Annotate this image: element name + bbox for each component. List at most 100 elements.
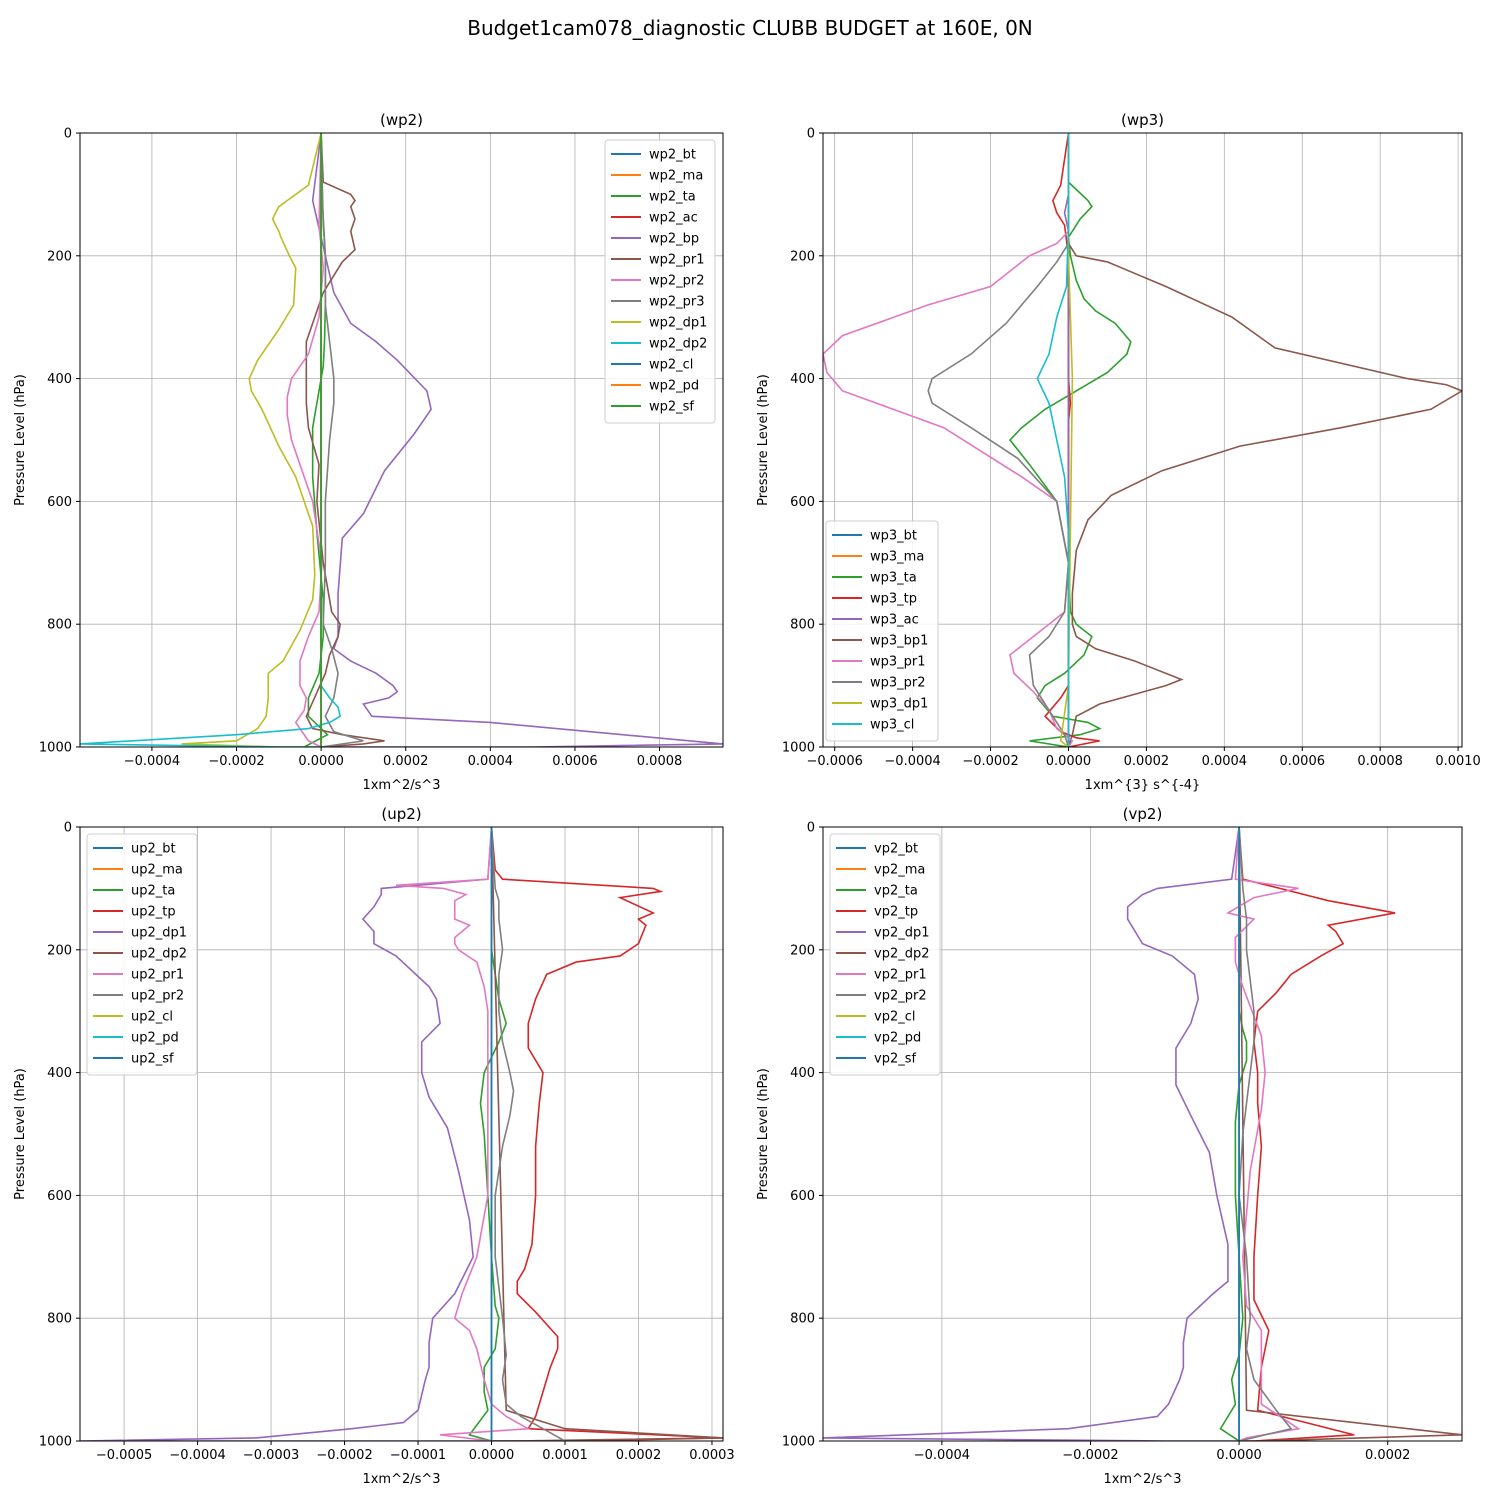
legend-label-wp3_ac: wp3_ac [870,613,919,628]
series-line-vp2_ta [1219,827,1248,1441]
x-tick-label: −0.0002 [208,754,264,769]
x-axis-label: 1xm^2/s^3 [1103,1472,1181,1487]
y-tick-label: 800 [790,1312,815,1327]
legend-label-wp2_ta: wp2_ta [649,190,696,205]
legend-label-vp2_tp: vp2_tp [874,905,918,920]
series-line-up2_dp1 [80,827,493,1441]
x-tick-label: −0.0004 [124,754,180,769]
legend-label-up2_bt: up2_bt [131,842,176,857]
legend-label-up2_pd: up2_pd [131,1031,179,1046]
legend-label-wp3_tp: wp3_tp [870,592,917,607]
legend-box [829,833,941,1076]
y-tick-label: 200 [790,249,815,264]
legend: up2_bt up2_ma up2_ta up2_tp up2_dp1 up2_dp2up… [86,833,198,1076]
legend-label-wp2_ac: wp2_ac [649,211,698,226]
axes-frame [79,132,724,748]
legend-label-wp3_ma: wp3_ma [870,550,924,565]
legend-label-vp2_pr1: vp2_pr1 [874,968,927,983]
x-tick-label: 0.0002 [1365,1448,1411,1463]
legend-label-vp2_cl: vp2_cl [874,1010,915,1025]
x-tick-label: −0.0002 [316,1448,372,1463]
series-group [823,133,1462,747]
x-tick-label: 0.0003 [689,1448,735,1463]
y-axis-label: Pressure Level (hPa) [756,374,771,506]
series-line-wp2_pr1 [305,133,385,747]
chart-title: (vp2) [1123,805,1163,823]
series-group [823,827,1462,1441]
legend-label-vp2_dp1: vp2_dp1 [874,926,930,941]
legend-label-up2_dp2: up2_dp2 [131,947,187,962]
legend-label-vp2_pd: vp2_pd [874,1031,921,1046]
legend-label-wp2_bp: wp2_bp [649,232,699,247]
series-line-wp3_ta [1008,133,1132,747]
series-line-wp2_bp [311,133,723,747]
legend-label-wp2_bt: wp2_bt [649,148,696,163]
x-tick-label: −0.0004 [914,1448,970,1463]
series-line-vp2_pr2 [1238,827,1293,1441]
legend-label-vp2_sf: vp2_sf [874,1052,916,1067]
y-tick-label: 400 [790,372,815,387]
series-line-wp2_dp2 [80,133,342,747]
legend-label-wp2_dp2: wp2_dp2 [649,337,707,352]
legend-box [604,139,716,424]
figure-title: Budget1cam078_diagnostic CLUBB BUDGET at… [467,16,1033,40]
chart-title: (wp2) [380,111,423,129]
x-tick-label: −0.0002 [962,754,1018,769]
x-tick-label: −0.0003 [243,1448,299,1463]
legend: wp2_bt wp2_ma wp2_ta wp2_ac wp2_bp wp2_pr1 wp2… [604,139,716,424]
chart-panel-3: −0.0005 −0.0004 −0.0003 −0.0002 −0.0001 0.000… [13,805,735,1487]
y-tick-label: 0 [64,821,72,836]
legend-label-wp2_cl: wp2_cl [649,358,693,373]
legend-label-up2_pr2: up2_pr2 [131,989,184,1004]
x-tick-label: 0.0000 [298,754,344,769]
y-tick-label: 0 [64,127,72,142]
x-tick-label: 0.0004 [1202,754,1248,769]
legend-label-up2_ta: up2_ta [131,884,175,899]
y-tick-label: 200 [790,943,815,958]
series-line-up2_tp [490,827,723,1441]
series-line-wp3_pr2 [927,133,1070,747]
legend-label-wp3_pr2: wp3_pr2 [870,676,926,691]
y-axis-label: Pressure Level (hPa) [13,1068,28,1200]
legend-label-up2_dp1: up2_dp1 [131,926,187,941]
y-tick-label: 0 [807,127,815,142]
legend-label-up2_cl: up2_cl [131,1010,173,1025]
series-line-up2_pr1 [395,827,532,1441]
series-line-wp3_pr1 [823,133,1074,747]
legend-label-wp3_pr1: wp3_pr1 [870,655,926,670]
series-line-wp3_cl [1036,133,1070,747]
legend-label-wp2_dp1: wp2_dp1 [649,316,707,331]
chart-panel-2: −0.0006 −0.0004 −0.0002 0.0000 0.0002 0.0004 0… [756,111,1481,793]
series-line-wp2_pr3 [320,133,364,747]
legend-label-wp2_sf: wp2_sf [649,400,694,415]
y-tick-label: 1000 [782,741,815,756]
legend-label-vp2_bt: vp2_bt [874,842,918,857]
series-group [80,827,723,1441]
chart-panel-1: −0.0004 −0.0002 0.0000 0.0002 0.0004 0.0006 0.… [13,111,724,793]
x-tick-label: 0.0002 [1124,754,1170,769]
series-line-wp3_bp1 [1067,133,1462,747]
x-tick-label: 0.0002 [383,754,429,769]
x-tick-label: 0.0000 [1046,754,1092,769]
x-tick-label: 0.0004 [468,754,514,769]
legend-label-vp2_ma: vp2_ma [874,863,925,878]
legend: wp3_bt wp3_ma wp3_ta wp3_tp wp3_ac wp3_bp1 wp3… [825,520,939,742]
x-axis-label: 1xm^2/s^3 [362,1472,440,1487]
x-tick-label: 0.0008 [637,754,683,769]
x-tick-label: 0.0010 [1435,754,1481,769]
legend-label-wp3_bt: wp3_bt [870,529,917,544]
series-line-vp2_dp2 [1238,827,1462,1441]
y-tick-label: 400 [47,1066,72,1081]
axes-frame [822,132,1463,748]
x-axis-label: 1xm^{3} s^{-4} [1085,778,1201,793]
legend: vp2_bt vp2_ma vp2_ta vp2_tp vp2_dp1 vp2_dp2vp… [829,833,941,1076]
y-tick-label: 800 [47,1312,72,1327]
chart-title: (up2) [381,805,421,823]
series-line-vp2_dp1 [823,827,1240,1441]
y-tick-label: 0 [807,821,815,836]
y-tick-label: 200 [47,249,72,264]
x-tick-label: 0.0000 [1216,1448,1262,1463]
legend-label-up2_ma: up2_ma [131,863,183,878]
y-tick-label: 200 [47,943,72,958]
